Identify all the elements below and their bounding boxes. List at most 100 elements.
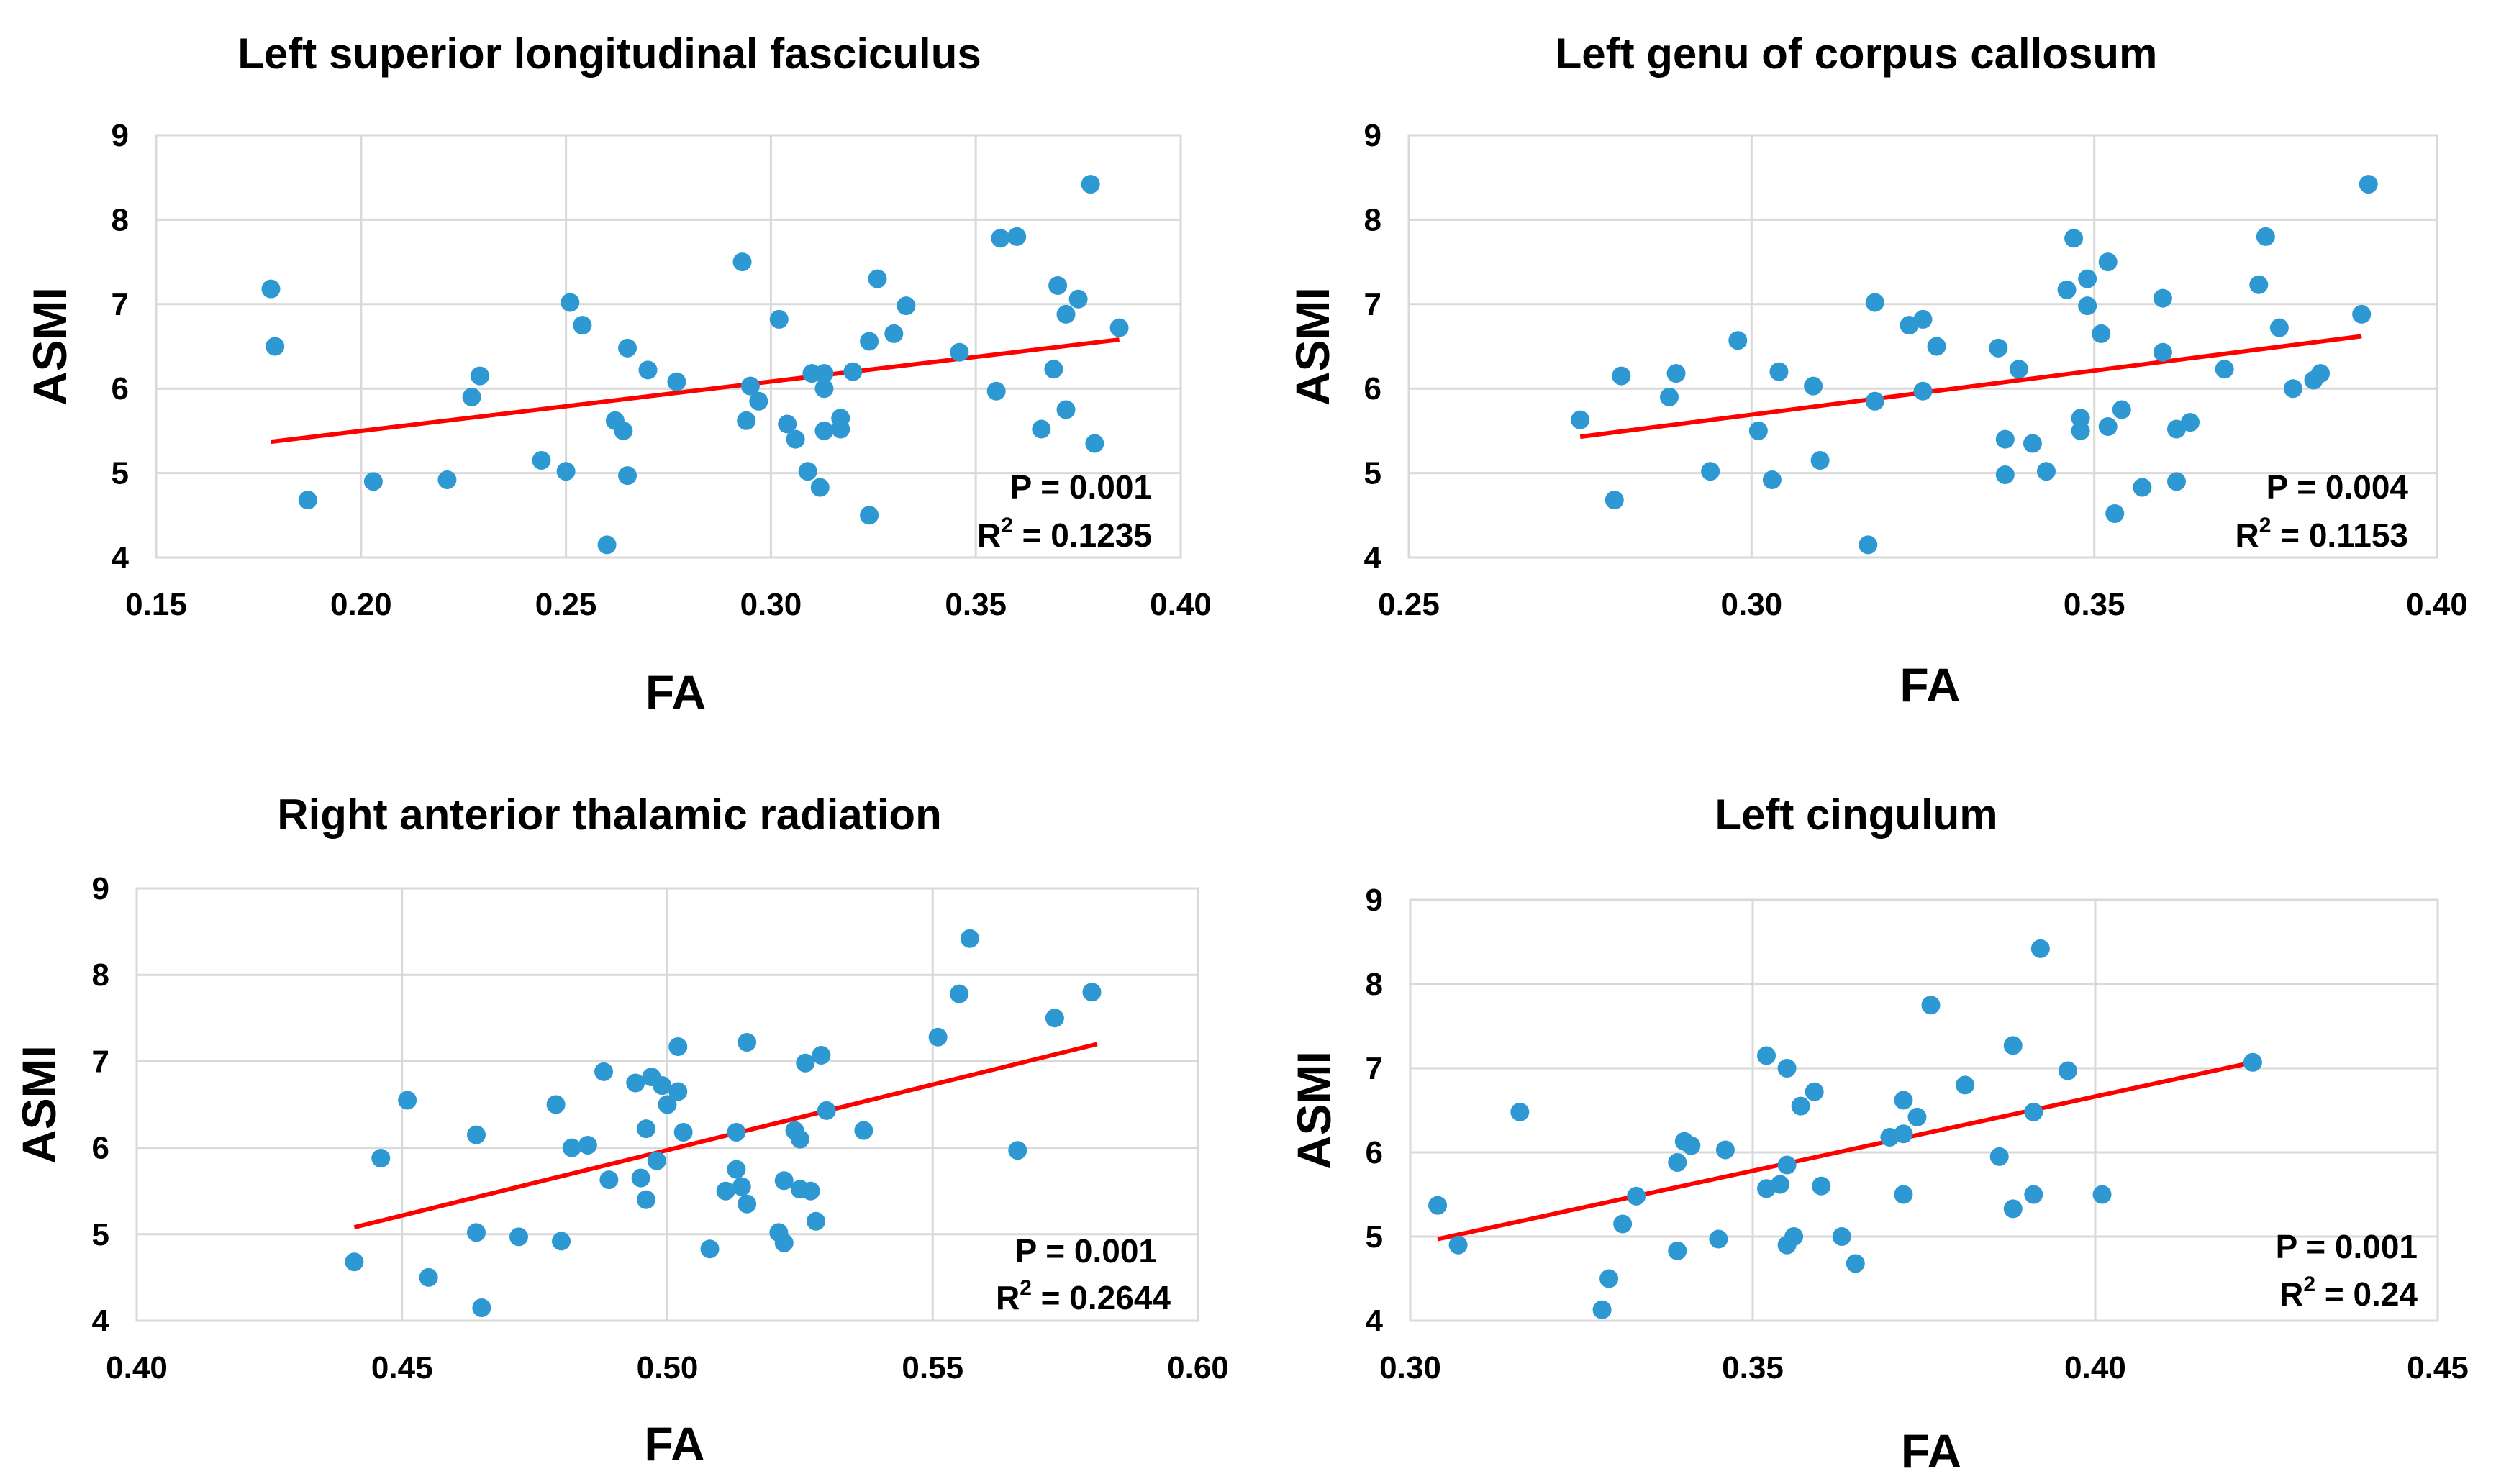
data-point bbox=[1995, 429, 2015, 449]
chart-title: Left genu of corpus callosum bbox=[1556, 29, 2158, 78]
data-point bbox=[1715, 1140, 1735, 1160]
data-point bbox=[1762, 470, 1782, 489]
data-point bbox=[578, 1135, 597, 1155]
x-tick-label: 0.40 bbox=[2064, 1350, 2126, 1385]
p-value-label: P = 0.001 bbox=[1015, 1232, 1157, 1270]
data-point bbox=[1668, 1153, 1687, 1173]
data-point bbox=[1771, 1175, 1790, 1194]
r-squared-prefix: R bbox=[996, 1279, 1020, 1316]
data-point bbox=[2024, 1185, 2043, 1204]
r-squared-prefix: R bbox=[2279, 1275, 2303, 1313]
data-point bbox=[737, 411, 756, 430]
data-point bbox=[991, 229, 1010, 248]
r-squared-label: R2 = 0.2644 bbox=[996, 1276, 1171, 1316]
data-point bbox=[2092, 1185, 2112, 1204]
y-tick-label: 6 bbox=[1366, 1135, 1383, 1170]
data-point bbox=[2249, 275, 2269, 294]
data-point bbox=[868, 269, 887, 288]
x-axis-label: FA bbox=[644, 1417, 704, 1470]
data-point bbox=[786, 429, 805, 449]
data-point bbox=[716, 1181, 735, 1201]
x-tick-label: 0.40 bbox=[106, 1350, 168, 1385]
data-point bbox=[637, 1119, 655, 1139]
data-point bbox=[732, 252, 752, 272]
data-point bbox=[1859, 535, 1878, 555]
data-point bbox=[1791, 1096, 1810, 1116]
data-point bbox=[2112, 400, 2131, 419]
data-point bbox=[653, 1076, 672, 1096]
trendline bbox=[271, 337, 1120, 445]
data-point bbox=[2064, 229, 2084, 248]
data-point bbox=[668, 1037, 688, 1056]
data-point bbox=[532, 450, 551, 470]
data-point bbox=[1448, 1235, 1468, 1255]
chart-2: 0.25 0.30 0.35 0.40 4 5 6 7 8 9 Left genu of corpu… bbox=[1286, 29, 2468, 711]
data-point bbox=[798, 462, 817, 481]
r-squared-superscript: 2 bbox=[2303, 1273, 2315, 1296]
data-point bbox=[2057, 280, 2077, 299]
y-tick-label: 7 bbox=[1366, 1051, 1383, 1086]
data-point bbox=[950, 342, 969, 362]
x-tick-label: 0.30 bbox=[1379, 1350, 1441, 1385]
data-point bbox=[1784, 1227, 1804, 1246]
data-point bbox=[2243, 1052, 2262, 1072]
y-tick-label: 6 bbox=[112, 371, 129, 406]
data-point bbox=[647, 1151, 666, 1170]
data-point bbox=[2058, 1061, 2077, 1080]
data-point bbox=[614, 421, 633, 440]
data-point bbox=[1008, 1141, 1027, 1160]
data-point bbox=[1804, 376, 1823, 396]
data-point bbox=[831, 419, 850, 439]
p-value-label: P = 0.001 bbox=[1010, 468, 1152, 506]
data-point bbox=[1865, 293, 1884, 312]
data-point bbox=[599, 1170, 619, 1190]
data-point bbox=[1068, 289, 1088, 309]
y-tick-label: 5 bbox=[1364, 456, 1381, 491]
data-point bbox=[1913, 381, 1933, 401]
data-point bbox=[843, 362, 863, 381]
data-point bbox=[960, 929, 979, 948]
r-squared-label: R2 = 0.24 bbox=[2279, 1273, 2418, 1313]
data-point bbox=[509, 1227, 528, 1247]
data-point bbox=[1048, 276, 1068, 295]
data-point bbox=[638, 360, 658, 380]
data-point bbox=[658, 1095, 677, 1114]
y-tick-label: 5 bbox=[92, 1217, 109, 1252]
r-squared-superscript: 2 bbox=[1020, 1276, 1032, 1300]
data-point bbox=[472, 1298, 491, 1317]
data-point bbox=[345, 1252, 364, 1272]
data-point bbox=[2166, 472, 2186, 491]
data-point bbox=[1777, 1059, 1797, 1078]
chart-4: 0.30 0.35 0.40 0.45 4 5 6 7 8 9 Left cingulum FA ASM… bbox=[1287, 791, 2469, 1478]
data-point bbox=[2153, 288, 2172, 308]
data-point bbox=[2003, 1199, 2023, 1219]
data-point bbox=[732, 1177, 751, 1196]
p-value-label: P = 0.004 bbox=[2266, 468, 2409, 506]
data-point bbox=[738, 1194, 757, 1214]
data-point bbox=[700, 1239, 720, 1259]
data-point bbox=[1913, 309, 1933, 329]
data-point bbox=[1812, 1176, 1831, 1196]
data-point bbox=[774, 1171, 794, 1191]
data-point bbox=[470, 366, 489, 386]
data-point bbox=[950, 984, 969, 1003]
data-point bbox=[740, 376, 760, 396]
data-point bbox=[986, 381, 1006, 401]
y-tick-label: 8 bbox=[112, 202, 129, 237]
data-point bbox=[727, 1160, 746, 1179]
data-point bbox=[1032, 419, 1051, 439]
data-point bbox=[1995, 465, 2015, 484]
data-point bbox=[2352, 304, 2372, 324]
data-point bbox=[626, 1073, 645, 1093]
x-tick-label: 0.25 bbox=[535, 587, 597, 622]
r-squared-label: R2 = 0.1153 bbox=[2235, 514, 2408, 554]
data-point bbox=[1769, 362, 1789, 381]
data-point bbox=[2078, 269, 2097, 288]
data-point bbox=[1701, 462, 1720, 481]
data-point bbox=[2359, 175, 2378, 194]
data-point bbox=[637, 1190, 655, 1209]
data-point bbox=[1571, 410, 1590, 429]
data-point bbox=[801, 1181, 820, 1201]
data-point bbox=[1956, 1075, 1975, 1095]
data-point bbox=[1846, 1254, 1865, 1273]
